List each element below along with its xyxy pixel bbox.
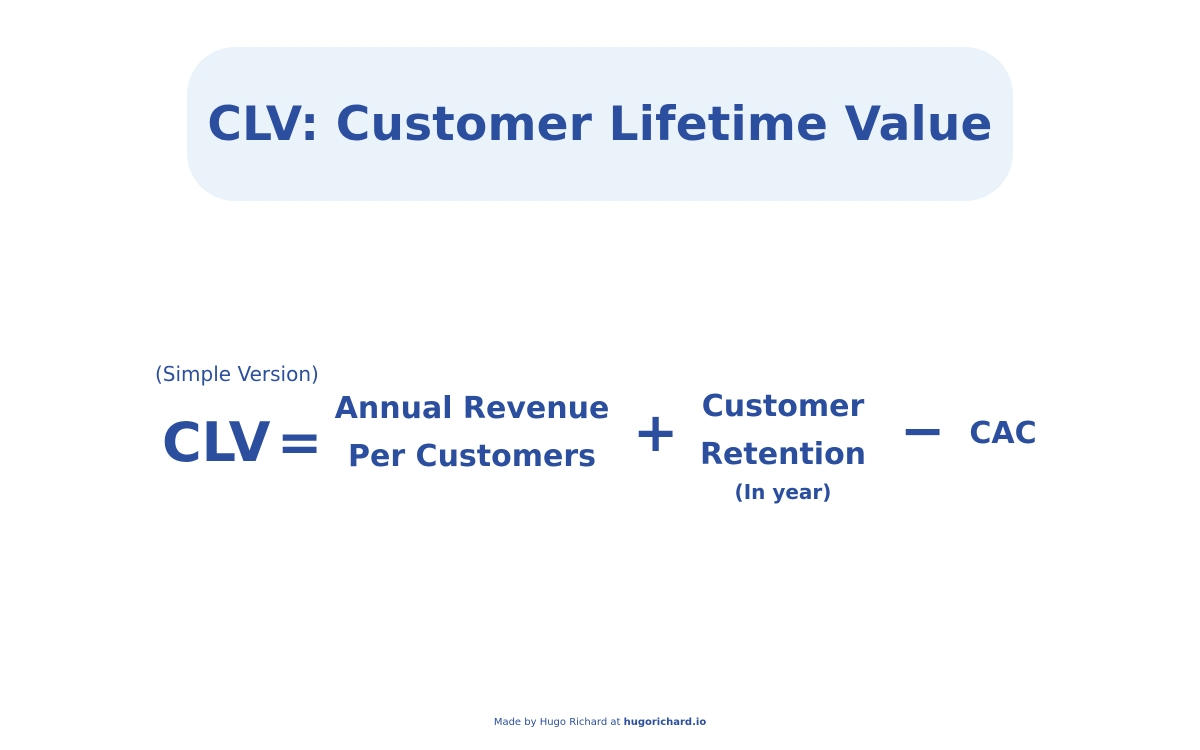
footer-site-link[interactable]: hugorichard.io (623, 717, 707, 728)
variant-label: (Simple Version) (155, 362, 319, 386)
term-retention-line1: Customer (701, 389, 865, 424)
footer-prefix: Made by Hugo Richard at (493, 717, 624, 728)
footer-credit: Made by Hugo Richard at hugorichard.io (0, 717, 1200, 728)
term-revenue-line1: Annual Revenue (334, 391, 610, 426)
term-retention-line2: Retention (699, 437, 867, 472)
minus-operator: − (900, 399, 946, 462)
plus-operator: + (633, 401, 679, 464)
page-title: CLV: Customer Lifetime Value (207, 96, 993, 152)
formula-result: CLV (162, 411, 271, 474)
equals-sign: = (277, 411, 323, 474)
title-card: CLV: Customer Lifetime Value (187, 47, 1013, 201)
term-retention-note: (In year) (734, 480, 832, 504)
formula-term-cac: CAC (969, 416, 1037, 451)
term-revenue-line2: Per Customers (347, 439, 596, 474)
formula-term-retention: Customer Retention (In year) (680, 383, 886, 505)
formula-term-revenue: Annual Revenue Per Customers (330, 385, 614, 481)
